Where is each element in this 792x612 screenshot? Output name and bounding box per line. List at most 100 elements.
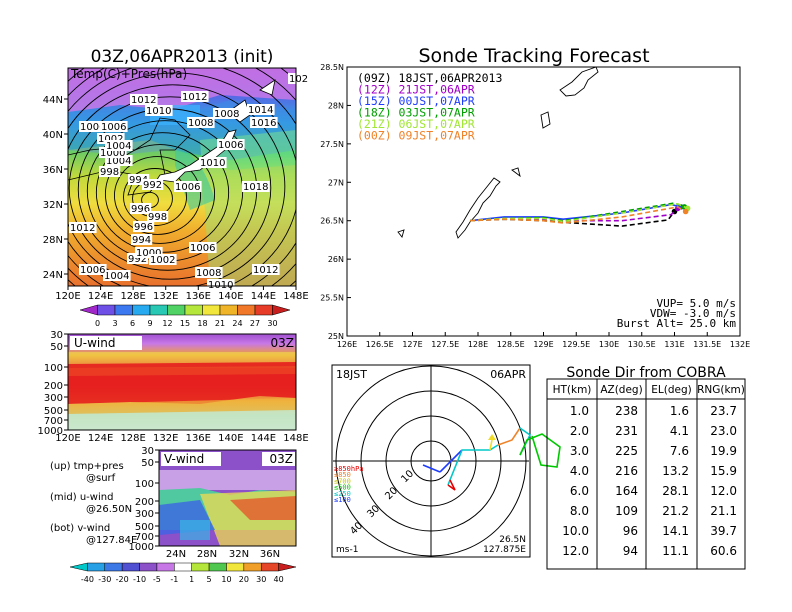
level-label: 30	[50, 330, 63, 341]
colorbar-swatch	[97, 304, 116, 316]
colorbar-swatch	[139, 562, 158, 572]
y-tick-label: 27.5N	[320, 140, 344, 149]
table-cell: 60.6	[710, 544, 737, 558]
colorbar-tick: 18	[197, 319, 207, 328]
colorbar-tick: -1	[170, 575, 178, 584]
legend-line: @127.84E	[86, 535, 137, 546]
colorbar-tick: 12	[162, 319, 172, 328]
colorbar-tick: 10	[221, 575, 231, 584]
level-label: 700	[135, 532, 154, 543]
lat-tick-label: 24N	[43, 270, 63, 281]
left-title: 03Z,06APR2013 (init)	[91, 47, 274, 67]
legend-line: (up) tmp+pres	[50, 461, 124, 472]
colorbar-swatch	[184, 304, 203, 316]
legend-entry: (00Z) 09JST,07APR	[357, 129, 475, 143]
pressure-label-bg	[181, 91, 209, 102]
table-cell: 1.0	[570, 404, 589, 418]
lon-tick-label: 128E	[120, 433, 145, 444]
level-legend-entry: ≤500	[334, 484, 351, 492]
x-tick-label: 127.5E	[431, 340, 459, 349]
x-tick-label: 128E	[468, 340, 488, 349]
legend-line: (bot) v-wind	[50, 523, 110, 534]
colorbar-tick: 6	[130, 319, 135, 328]
table-header: EL(deg)	[651, 384, 691, 396]
pressure-label-bg	[130, 203, 152, 214]
lat-tick-label: 40N	[43, 130, 63, 141]
pressure-label: 998	[100, 167, 119, 178]
pressure-label: 992	[128, 254, 147, 265]
chart-title: Sonde Tracking Forecast	[418, 45, 649, 67]
y-tick-label: 28N	[328, 101, 344, 110]
isobar	[68, 72, 296, 286]
polar-time: 18JST	[336, 368, 367, 381]
colorbar-swatch	[202, 304, 221, 316]
map-label: Temp(C)+Pres(hPa)	[70, 67, 187, 81]
table-cell: 216	[615, 464, 638, 478]
polar-ring-labels: 10 20 30 40	[348, 468, 416, 537]
pressure-label: 996	[134, 222, 153, 233]
note-vup: VUP= 5.0 m/s	[657, 297, 736, 310]
pressure-label: 1006	[101, 122, 126, 133]
table-header: HT(km)	[553, 384, 592, 396]
lat-tick-label: 36N	[260, 549, 280, 560]
y-tick-label: 25N	[328, 332, 344, 341]
x-tick-label: 132E	[730, 340, 750, 349]
lat-tick-label: 28N	[197, 549, 217, 560]
x-tick-label: 131E	[664, 340, 684, 349]
lon-tick-label: 148E	[283, 433, 308, 444]
track-notes: VUP= 5.0 m/s VDW= -3.0 m/s Burst Alt= 25…	[617, 297, 737, 330]
pressure-labels: 1012101010061002100410009989969949921006…	[69, 73, 310, 291]
pressure-label: 1006	[190, 243, 215, 254]
track-axes: 126E 126.5E 127E 127.5E 128E 128.5E 129E 129.5E…	[320, 63, 750, 349]
level-label: 300	[135, 509, 154, 520]
colorbar-swatch	[79, 304, 98, 316]
colorbar-swatch	[243, 562, 262, 572]
colorbar-swatch	[219, 304, 238, 316]
level-label: 500	[135, 522, 154, 533]
table-cell: 15.9	[710, 464, 737, 478]
colorbar-tick: -5	[153, 575, 161, 584]
pressure-label: 992	[143, 180, 162, 191]
pressure-label: 1008	[188, 118, 213, 129]
map-lon-ticks: 120E 124E 128E 132E 136E 140E 144E 148E	[55, 286, 309, 302]
legend-line: (mid) u-wind	[50, 492, 113, 503]
table-cell: 94	[623, 544, 638, 558]
table-cell: 4.0	[570, 464, 589, 478]
lon-tick-label: 144E	[251, 291, 276, 302]
pressure-label-bg	[105, 140, 133, 151]
lat-tick-label: 28N	[43, 235, 63, 246]
x-tick-label: 129.5E	[562, 340, 590, 349]
pressure-label: 1008	[214, 109, 239, 120]
y-tick-label: 28.5N	[320, 63, 344, 72]
isobar	[113, 156, 201, 235]
legend-line: @surf	[86, 473, 116, 484]
pressure-label-bg	[195, 267, 223, 278]
pressure-label: 1002	[150, 255, 175, 266]
colorbar-swatch	[254, 304, 273, 316]
colorbar-tick: 20	[239, 575, 249, 584]
table-cell: 10.0	[562, 524, 589, 538]
lon-tick-label: 136E	[186, 433, 211, 444]
pressure-label-bg	[142, 179, 164, 190]
pressure-level-legend: ≥850hPa≤850≤700≤500≤250≤100	[334, 465, 364, 504]
level-legend-entry: ≤850	[334, 471, 351, 479]
x-tick-label: 127E	[402, 340, 422, 349]
pressure-label-bg	[99, 147, 127, 158]
table-header: AZ(deg)	[600, 384, 642, 396]
pressure-label-bg	[247, 104, 275, 115]
colorbar-swatch	[167, 304, 186, 316]
lat-tick-label: 32N	[43, 200, 63, 211]
colorbar-swatch	[191, 562, 210, 572]
x-tick-label: 128.5E	[497, 340, 525, 349]
table-cell: 109	[615, 504, 638, 518]
pressure-label-bg	[105, 155, 133, 166]
track-coastlines	[397, 67, 599, 239]
level-label: 700	[44, 416, 63, 427]
table-cell: 19.9	[710, 444, 737, 458]
lon-tick-label: 140E	[218, 291, 243, 302]
polar-location-lat: 26.5N	[499, 535, 526, 545]
colorbar-tick: 9	[147, 319, 152, 328]
colorbar-tick: 30	[256, 575, 266, 584]
